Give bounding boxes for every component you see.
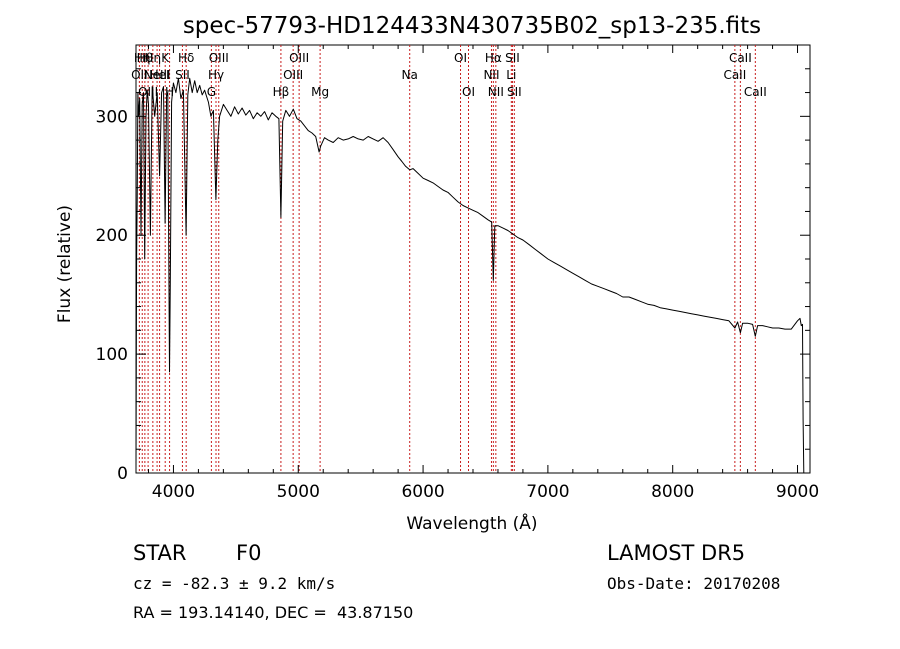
survey-label: LAMOST DR5 <box>607 541 746 565</box>
line-marker-label: Hδ <box>178 51 194 65</box>
x-tick-label: 8000 <box>651 482 694 502</box>
line-marker-label: CaII <box>723 68 746 82</box>
y-tick-label: 0 <box>117 464 128 484</box>
line-marker-label: Na <box>402 68 418 82</box>
line-markers <box>138 45 756 473</box>
subclass-label: F0 <box>236 541 262 565</box>
spectrum-line <box>135 77 805 474</box>
class-label: STAR <box>133 541 187 565</box>
line-marker-label: H <box>165 85 174 99</box>
x-axis-label: Wavelength (Å) <box>406 512 537 534</box>
x-tick-label: 6000 <box>401 482 444 502</box>
y-tick-label: 300 <box>96 107 128 127</box>
line-marker-label: G <box>207 85 216 99</box>
line-marker-label: OI <box>462 85 475 99</box>
velocity-readout: cz = -82.3 ± 9.2 km/s <box>133 574 336 593</box>
line-marker-label: CaII <box>729 51 752 65</box>
line-marker-label: Hη <box>134 51 151 65</box>
line-marker-label: NeIII <box>144 68 171 82</box>
line-marker-label: OIII <box>289 51 309 65</box>
line-marker-label: OIII <box>209 51 229 65</box>
line-marker-label: CaII <box>744 85 767 99</box>
line-marker-label: Hβ <box>273 85 290 99</box>
line-marker-label: OIII <box>283 68 303 82</box>
plot-frame <box>135 44 811 474</box>
line-marker-label: OII <box>131 68 148 82</box>
y-axis: 0 100 200 300 <box>96 68 810 484</box>
x-tick-label: 7000 <box>526 482 569 502</box>
obs-date: Obs-Date: 20170208 <box>607 574 781 593</box>
line-marker-label: HeI <box>150 68 170 82</box>
x-tick-label: 4000 <box>152 482 195 502</box>
line-marker-label: NII <box>483 68 499 82</box>
line-marker-label: Hγ <box>208 68 224 82</box>
line-marker-label: SII <box>507 85 522 99</box>
y-tick-label: 100 <box>96 345 128 365</box>
x-axis: 4000 5000 6000 7000 8000 9000 <box>147 45 819 502</box>
x-tick-label: 5000 <box>277 482 320 502</box>
line-marker-label: Hα <box>485 51 502 65</box>
line-marker-label: SII <box>505 51 520 65</box>
line-marker-label: Hθ <box>137 51 153 65</box>
line-marker-label: OI <box>454 51 467 65</box>
y-axis-label: Flux (relative) <box>55 205 75 323</box>
coordinates: RA = 193.14140, DEC = 43.87150 <box>133 603 414 622</box>
line-marker-label: Li <box>506 68 516 82</box>
y-tick-label: 200 <box>96 226 128 246</box>
line-marker-label: Mg <box>311 85 329 99</box>
line-marker-label: NII <box>488 85 504 99</box>
x-tick-label: 9000 <box>776 482 819 502</box>
line-marker-labels: OIIHηHθOIIIHηNeIIIHeIKHSIIHδGHγOIIIHβOII… <box>131 51 767 99</box>
line-marker-label: SII <box>175 68 190 82</box>
line-marker-label: Hη <box>145 51 162 65</box>
line-marker-label: K <box>161 51 170 65</box>
chart-title: spec-57793-HD124433N430735B02_sp13-235.f… <box>183 13 761 39</box>
